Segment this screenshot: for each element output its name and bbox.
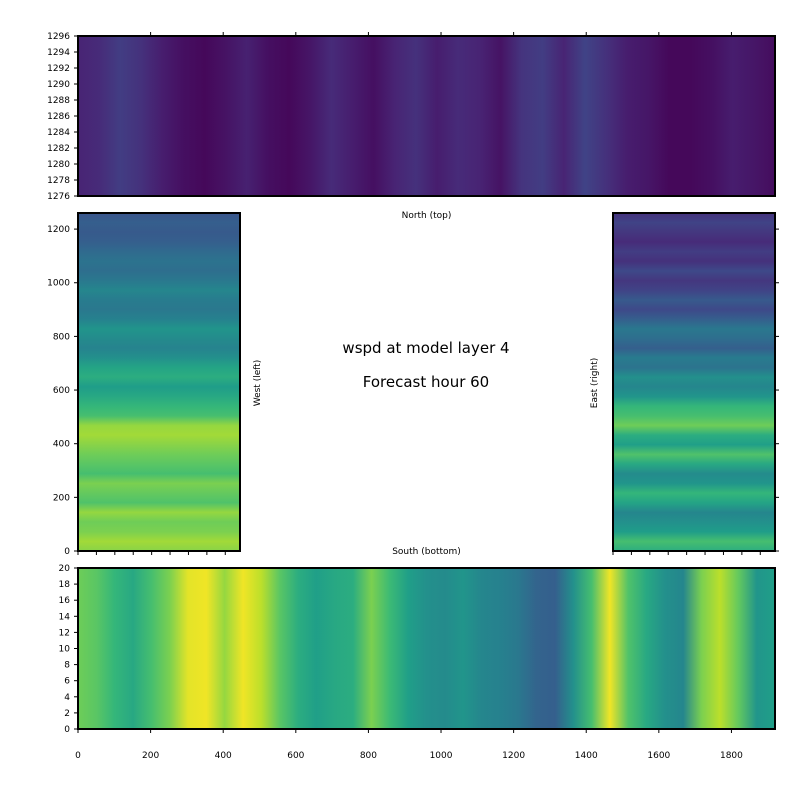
south-heatmap (78, 568, 775, 729)
north-y-tick-label: 1284 (47, 128, 70, 138)
east-label: East (right) (590, 358, 600, 408)
west-y-tick-label: 1200 (47, 225, 70, 235)
west-label: West (left) (253, 360, 263, 407)
south-y-tick-label: 8 (64, 661, 70, 671)
west-panel: 0 200 400 600 800 1000 1200 West (left) (47, 212, 263, 557)
south-x-axis: 0 200 400 600 800 1000 1200 1400 1600 1800 (75, 729, 743, 761)
south-label: South (bottom) (392, 547, 461, 557)
south-y-tick-label: 4 (64, 693, 70, 703)
west-y-tick-label: 400 (53, 440, 70, 450)
east-heatmap (613, 213, 775, 551)
chart-title: wspd at model layer 4 (342, 339, 509, 357)
south-y-tick-label: 14 (59, 612, 71, 622)
north-label: North (top) (402, 211, 452, 221)
south-x-tick-label: 800 (360, 751, 377, 761)
south-y-tick-label: 0 (64, 725, 70, 735)
west-y-axis: 0 200 400 600 800 1000 1200 (47, 225, 78, 557)
south-y-tick-label: 10 (59, 645, 71, 655)
south-x-tick-label: 1800 (720, 751, 743, 761)
west-frame (77, 212, 241, 552)
north-y-tick-label: 1292 (47, 64, 70, 74)
north-heatmap (78, 36, 775, 196)
south-x-tick-label: 1400 (575, 751, 598, 761)
north-y-tick-label: 1276 (47, 192, 70, 202)
east-panel: East (right) (590, 212, 779, 555)
north-y-tick-label: 1278 (47, 176, 70, 186)
east-x-tickmarks (612, 551, 761, 555)
south-x-tick-label: 1600 (647, 751, 670, 761)
south-x-tick-label: 600 (287, 751, 304, 761)
north-panel: 1276 1278 1280 1282 1284 1286 1288 1290 1292 1294… (47, 32, 776, 221)
south-x-tick-label: 1200 (502, 751, 525, 761)
chart-subtitle: Forecast hour 60 (363, 373, 489, 391)
west-y-tick-label: 600 (53, 386, 70, 396)
west-x-tickmarks (77, 551, 226, 555)
south-x-tick-label: 1000 (430, 751, 453, 761)
south-y-axis: 0 2 4 6 8 10 12 14 16 18 20 (59, 564, 78, 735)
north-y-tick-label: 1294 (47, 48, 70, 58)
south-y-tick-label: 12 (59, 628, 70, 638)
north-y-axis: 1276 1278 1280 1282 1284 1286 1288 1290 1292 1294… (47, 32, 78, 202)
south-y-tick-label: 6 (64, 677, 70, 687)
south-x-tick-label: 200 (142, 751, 159, 761)
north-y-tick-label: 1288 (47, 96, 70, 106)
east-y-tickmarks (775, 228, 779, 552)
south-y-tick-label: 18 (59, 580, 71, 590)
south-y-tick-label: 2 (64, 709, 70, 719)
south-x-tick-label: 0 (75, 751, 81, 761)
west-y-tick-label: 1000 (47, 279, 70, 289)
south-y-tick-label: 20 (59, 564, 71, 574)
west-y-tick-label: 800 (53, 332, 70, 342)
north-y-tick-label: 1296 (47, 32, 70, 42)
north-y-tick-label: 1282 (47, 144, 70, 154)
west-y-tick-label: 0 (64, 547, 70, 557)
north-y-tick-label: 1280 (47, 160, 70, 170)
south-panel: 0 2 4 6 8 10 12 14 16 18 20 0 200 400 600 800 1000 1200 1… (59, 564, 776, 761)
west-y-tick-label: 200 (53, 493, 70, 503)
north-x-tickmarks (150, 32, 732, 36)
south-y-tick-label: 16 (59, 596, 71, 606)
south-x-tick-label: 400 (215, 751, 232, 761)
west-heatmap (78, 213, 240, 551)
east-frame (612, 212, 776, 552)
north-y-tick-label: 1290 (47, 80, 70, 90)
north-y-tick-label: 1286 (47, 112, 70, 122)
